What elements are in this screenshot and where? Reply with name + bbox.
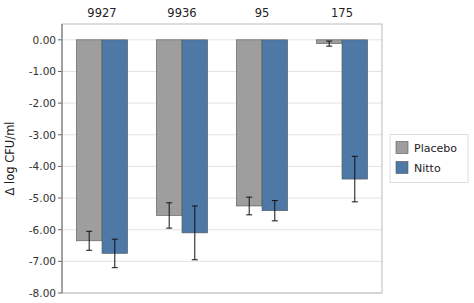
error-bar xyxy=(352,156,358,202)
legend-swatch xyxy=(396,142,408,154)
y-tick-label: -1.00 xyxy=(29,65,56,77)
error-bar xyxy=(272,201,278,221)
error-stem xyxy=(169,203,170,228)
error-cap xyxy=(352,156,358,157)
error-bar xyxy=(166,203,172,228)
error-bar xyxy=(112,239,118,267)
y-tick xyxy=(58,166,62,167)
legend-label: Nitto xyxy=(414,162,441,175)
error-bar xyxy=(86,231,92,250)
y-tick-label: -6.00 xyxy=(29,224,56,236)
error-cap xyxy=(192,205,198,206)
x-tick-label: 9936 xyxy=(167,6,196,20)
error-cap xyxy=(86,250,92,251)
y-tick-label: -4.00 xyxy=(29,160,56,172)
error-stem xyxy=(89,231,90,250)
error-cap xyxy=(112,267,118,268)
legend-swatch xyxy=(396,162,408,174)
error-cap xyxy=(326,46,332,47)
y-tick-label: -2.00 xyxy=(29,97,56,109)
error-stem xyxy=(249,197,250,215)
y-tick xyxy=(58,71,62,72)
y-tick xyxy=(58,293,62,294)
error-cap xyxy=(86,231,92,232)
y-axis-label: Δ log CFU/ml xyxy=(3,121,17,195)
bar xyxy=(156,40,182,216)
chart: 0.00 -1.00 -2.00 -3.00 -4.00 -5.00 -6.00 -7.00 -… xyxy=(0,0,474,303)
legend-box xyxy=(390,135,468,183)
error-cap xyxy=(272,200,278,201)
bar xyxy=(262,40,288,211)
y-tick-label: -7.00 xyxy=(29,255,56,267)
error-bar xyxy=(326,41,332,46)
y-axis xyxy=(62,24,63,293)
bar xyxy=(182,40,208,233)
x-tick-label: 95 xyxy=(255,6,270,20)
x-tick-label: 175 xyxy=(331,6,353,20)
x-tick-label: 9927 xyxy=(87,6,116,20)
error-cap xyxy=(192,259,198,260)
plot-frame xyxy=(62,24,382,293)
y-tick xyxy=(58,103,62,104)
bar xyxy=(236,40,262,206)
grid-line xyxy=(62,261,382,262)
y-tick-label: -3.00 xyxy=(29,129,56,141)
legend-label: Placebo xyxy=(414,142,457,155)
legend: Placebo Nitto xyxy=(390,135,468,183)
error-cap xyxy=(246,197,252,198)
y-tick xyxy=(58,198,62,199)
y-tick-label: -8.00 xyxy=(29,287,56,299)
y-tick xyxy=(58,134,62,135)
error-cap xyxy=(326,41,332,42)
y-tick xyxy=(58,39,62,40)
error-stem xyxy=(114,239,115,267)
error-cap xyxy=(166,202,172,203)
error-cap xyxy=(272,220,278,221)
error-cap xyxy=(112,239,118,240)
error-bar xyxy=(192,206,198,260)
y-tick xyxy=(58,261,62,262)
error-cap xyxy=(246,214,252,215)
marks xyxy=(76,40,367,268)
y-tick-label: -5.00 xyxy=(29,192,56,204)
y-tick-label: 0.00 xyxy=(33,34,56,46)
y-tick xyxy=(58,229,62,230)
error-stem xyxy=(354,156,355,202)
bar xyxy=(76,40,102,241)
error-cap xyxy=(166,228,172,229)
error-stem xyxy=(274,201,275,221)
error-stem xyxy=(329,41,330,46)
error-bar xyxy=(246,197,252,215)
bar xyxy=(102,40,128,254)
error-cap xyxy=(352,201,358,202)
error-stem xyxy=(194,206,195,260)
